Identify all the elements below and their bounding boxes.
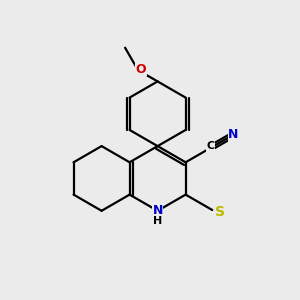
Text: H: H [153, 216, 162, 226]
Text: C: C [207, 141, 215, 151]
Text: N: N [228, 128, 239, 141]
Text: S: S [215, 205, 225, 218]
Text: N: N [152, 204, 163, 217]
Text: O: O [136, 63, 146, 76]
